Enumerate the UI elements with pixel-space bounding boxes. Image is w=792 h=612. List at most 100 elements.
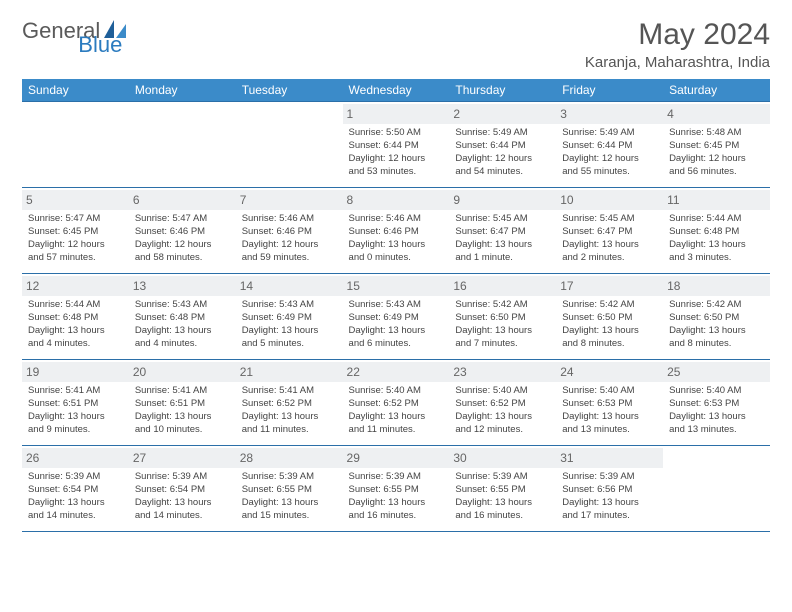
sunrise-line: Sunrise: 5:48 AM bbox=[669, 127, 764, 140]
day-number: 15 bbox=[343, 276, 450, 296]
day-cell: 24Sunrise: 5:40 AMSunset: 6:53 PMDayligh… bbox=[556, 360, 663, 446]
sunset-line: Sunset: 6:49 PM bbox=[349, 312, 444, 325]
daylight-line: Daylight: 13 hours and 15 minutes. bbox=[242, 497, 337, 523]
day-number: 4 bbox=[663, 104, 770, 124]
day-number: 19 bbox=[22, 362, 129, 382]
sunrise-line: Sunrise: 5:39 AM bbox=[28, 471, 123, 484]
daylight-line: Daylight: 12 hours and 58 minutes. bbox=[135, 239, 230, 265]
day-number: 8 bbox=[343, 190, 450, 210]
sunrise-line: Sunrise: 5:41 AM bbox=[242, 385, 337, 398]
day-number: 17 bbox=[556, 276, 663, 296]
sunset-line: Sunset: 6:55 PM bbox=[242, 484, 337, 497]
day-cell: 16Sunrise: 5:42 AMSunset: 6:50 PMDayligh… bbox=[449, 274, 556, 360]
daylight-line: Daylight: 13 hours and 14 minutes. bbox=[28, 497, 123, 523]
daylight-line: Daylight: 13 hours and 3 minutes. bbox=[669, 239, 764, 265]
day-cell: 10Sunrise: 5:45 AMSunset: 6:47 PMDayligh… bbox=[556, 188, 663, 274]
daylight-line: Daylight: 13 hours and 4 minutes. bbox=[135, 325, 230, 351]
day-number: 23 bbox=[449, 362, 556, 382]
day-number: 9 bbox=[449, 190, 556, 210]
week-row: 1Sunrise: 5:50 AMSunset: 6:44 PMDaylight… bbox=[22, 102, 770, 188]
sunrise-line: Sunrise: 5:47 AM bbox=[135, 213, 230, 226]
sunset-line: Sunset: 6:54 PM bbox=[28, 484, 123, 497]
day-cell: 2Sunrise: 5:49 AMSunset: 6:44 PMDaylight… bbox=[449, 102, 556, 188]
sunrise-line: Sunrise: 5:45 AM bbox=[562, 213, 657, 226]
day-header: Tuesday bbox=[236, 79, 343, 102]
day-number: 13 bbox=[129, 276, 236, 296]
daylight-line: Daylight: 13 hours and 13 minutes. bbox=[669, 411, 764, 437]
daylight-line: Daylight: 13 hours and 12 minutes. bbox=[455, 411, 550, 437]
sunrise-line: Sunrise: 5:40 AM bbox=[349, 385, 444, 398]
header: General Blue May 2024 Karanja, Maharasht… bbox=[22, 18, 770, 71]
sunset-line: Sunset: 6:48 PM bbox=[669, 226, 764, 239]
day-number: 12 bbox=[22, 276, 129, 296]
day-number: 14 bbox=[236, 276, 343, 296]
sunset-line: Sunset: 6:56 PM bbox=[562, 484, 657, 497]
daylight-line: Daylight: 13 hours and 17 minutes. bbox=[562, 497, 657, 523]
day-cell: 31Sunrise: 5:39 AMSunset: 6:56 PMDayligh… bbox=[556, 446, 663, 532]
logo-text-blue: Blue bbox=[78, 32, 122, 58]
sunrise-line: Sunrise: 5:43 AM bbox=[135, 299, 230, 312]
daylight-line: Daylight: 13 hours and 8 minutes. bbox=[562, 325, 657, 351]
week-row: 26Sunrise: 5:39 AMSunset: 6:54 PMDayligh… bbox=[22, 446, 770, 532]
daylight-line: Daylight: 13 hours and 0 minutes. bbox=[349, 239, 444, 265]
day-cell: 9Sunrise: 5:45 AMSunset: 6:47 PMDaylight… bbox=[449, 188, 556, 274]
week-row: 19 Sunrise: 5:41 AM Sunset: 6:51 PM Dayligh… bbox=[22, 360, 770, 446]
daylight-line: Daylight: 12 hours and 53 minutes. bbox=[349, 153, 444, 179]
sunset-line: Sunset: 6:46 PM bbox=[135, 226, 230, 239]
day-cell: 22 Sunrise: 5:40 AMSunset: 6:52 PMDayligh… bbox=[343, 360, 450, 446]
day-cell: 5Sunrise: 5:47 AMSunset: 6:45 PMDaylight… bbox=[22, 188, 129, 274]
sunrise-line: Sunrise: 5:50 AM bbox=[349, 127, 444, 140]
day-number: 25 bbox=[663, 362, 770, 382]
day-header: Thursday bbox=[449, 79, 556, 102]
sunset-line: Sunset: 6:53 PM bbox=[669, 398, 764, 411]
day-number: 5 bbox=[22, 190, 129, 210]
day-cell: 18Sunrise: 5:42 AMSunset: 6:50 PMDayligh… bbox=[663, 274, 770, 360]
day-cell: 20Sunrise: 5:41 AMSunset: 6:51 PMDayligh… bbox=[129, 360, 236, 446]
day-number: 26 bbox=[22, 448, 129, 468]
day-cell bbox=[236, 102, 343, 188]
day-cell bbox=[663, 446, 770, 532]
day-cell: 1Sunrise: 5:50 AMSunset: 6:44 PMDaylight… bbox=[343, 102, 450, 188]
sunset-line: Sunset: 6:45 PM bbox=[28, 226, 123, 239]
daylight-line: Daylight: 13 hours and 7 minutes. bbox=[455, 325, 550, 351]
day-number: 31 bbox=[556, 448, 663, 468]
daylight-line: Daylight: 12 hours and 56 minutes. bbox=[669, 153, 764, 179]
sunrise-line: Sunrise: 5:40 AM bbox=[669, 385, 764, 398]
daylight-line: Daylight: 13 hours and 5 minutes. bbox=[242, 325, 337, 351]
day-cell: 14Sunrise: 5:43 AMSunset: 6:49 PMDayligh… bbox=[236, 274, 343, 360]
sunrise-line: Sunrise: 5:43 AM bbox=[242, 299, 337, 312]
day-number: 6 bbox=[129, 190, 236, 210]
day-header: Wednesday bbox=[343, 79, 450, 102]
sunset-line: Sunset: 6:50 PM bbox=[455, 312, 550, 325]
day-number: 18 bbox=[663, 276, 770, 296]
sunrise-line: Sunrise: 5:39 AM bbox=[242, 471, 337, 484]
daylight-line: Daylight: 13 hours and 9 minutes. bbox=[28, 411, 123, 437]
sunset-line: Sunset: 6:54 PM bbox=[135, 484, 230, 497]
sunset-line: Sunset: 6:51 PM bbox=[135, 398, 230, 411]
month-title: May 2024 bbox=[585, 18, 770, 52]
daylight-line: Daylight: 13 hours and 6 minutes. bbox=[349, 325, 444, 351]
sunrise-line: Sunrise: 5:42 AM bbox=[562, 299, 657, 312]
day-cell: 11Sunrise: 5:44 AMSunset: 6:48 PMDayligh… bbox=[663, 188, 770, 274]
daylight-line: Daylight: 13 hours and 11 minutes. bbox=[349, 411, 444, 437]
day-cell: 17Sunrise: 5:42 AMSunset: 6:50 PMDayligh… bbox=[556, 274, 663, 360]
day-number: 3 bbox=[556, 104, 663, 124]
day-number: 24 bbox=[556, 362, 663, 382]
day-number: 27 bbox=[129, 448, 236, 468]
day-cell: 27Sunrise: 5:39 AMSunset: 6:54 PMDayligh… bbox=[129, 446, 236, 532]
day-number: 20 bbox=[129, 362, 236, 382]
sunrise-line: Sunrise: 5:49 AM bbox=[455, 127, 550, 140]
day-header: Saturday bbox=[663, 79, 770, 102]
sunset-line: Sunset: 6:50 PM bbox=[669, 312, 764, 325]
daylight-line: Daylight: 12 hours and 54 minutes. bbox=[455, 153, 550, 179]
sunrise-line: Sunrise: 5:42 AM bbox=[455, 299, 550, 312]
daylight-line: Daylight: 13 hours and 11 minutes. bbox=[242, 411, 337, 437]
daylight-line: Daylight: 12 hours and 55 minutes. bbox=[562, 153, 657, 179]
day-cell: 3Sunrise: 5:49 AMSunset: 6:44 PMDaylight… bbox=[556, 102, 663, 188]
sunset-line: Sunset: 6:53 PM bbox=[562, 398, 657, 411]
day-cell: 6 Sunrise: 5:47 AMSunset: 6:46 PMDaylight… bbox=[129, 188, 236, 274]
sunrise-line: Sunrise: 5:41 AM bbox=[28, 385, 123, 398]
day-number: 22 bbox=[343, 362, 450, 382]
day-header-row: Sunday Monday Tuesday Wednesday Thursday… bbox=[22, 79, 770, 102]
sunset-line: Sunset: 6:52 PM bbox=[349, 398, 444, 411]
